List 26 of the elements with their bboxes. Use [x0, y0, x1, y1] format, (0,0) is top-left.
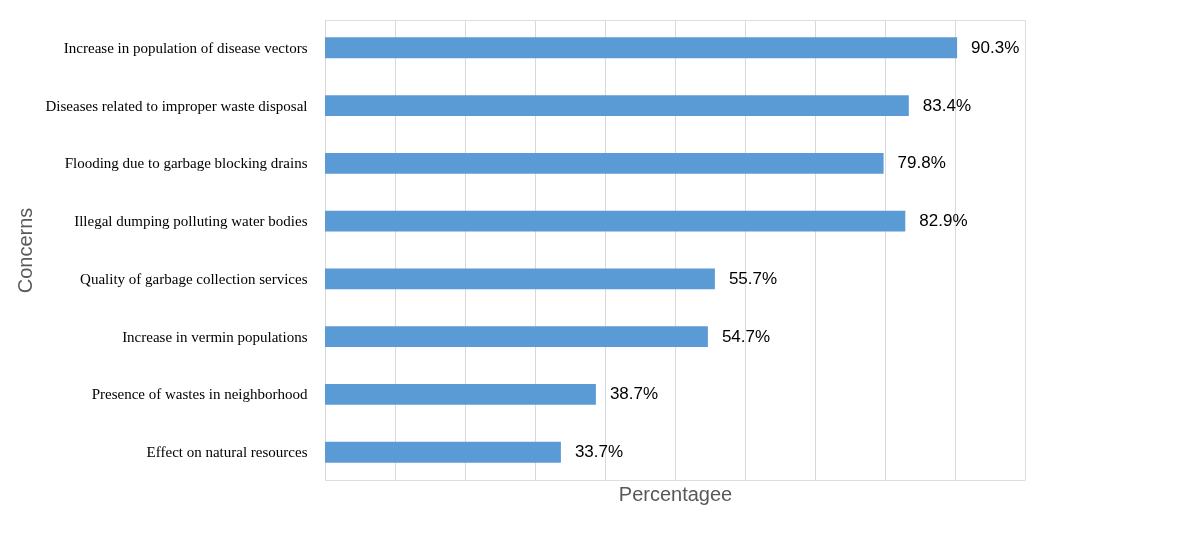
data-label: 79.8% — [897, 153, 946, 173]
y-tick-label: Quality of garbage collection services — [80, 270, 308, 287]
data-label: 33.7% — [574, 442, 624, 462]
bar — [325, 268, 715, 290]
data-label: 54.7% — [721, 326, 771, 346]
y-tick-label: Illegal dumping polluting water bodies — [74, 213, 308, 230]
bar — [325, 95, 909, 116]
y-tick-label: Presence of wastes in neighborhood — [91, 386, 308, 403]
bar — [325, 37, 958, 59]
x-axis-title: Percentagee — [618, 482, 733, 505]
data-label: 90.3% — [971, 37, 1020, 57]
y-axis-title: Concerns — [13, 207, 36, 294]
bar — [325, 441, 561, 463]
y-tick-label: Increase in vermin populations — [122, 328, 308, 345]
bar — [325, 326, 708, 348]
y-tick-label: Effect on natural resources — [146, 444, 308, 461]
bar — [325, 384, 596, 405]
data-label: 55.7% — [728, 268, 778, 288]
bar — [325, 210, 906, 232]
y-tick-label: Flooding due to garbage blocking drains — [64, 155, 308, 172]
y-tick-label: Diseases related to improper waste disposal — [45, 97, 308, 114]
y-tick-label: Increase in population of disease vectors — [63, 39, 308, 56]
data-label: 38.7% — [609, 384, 659, 404]
data-label: 82.9% — [919, 211, 968, 231]
bar — [325, 152, 884, 174]
data-label: 83.4% — [922, 95, 971, 115]
